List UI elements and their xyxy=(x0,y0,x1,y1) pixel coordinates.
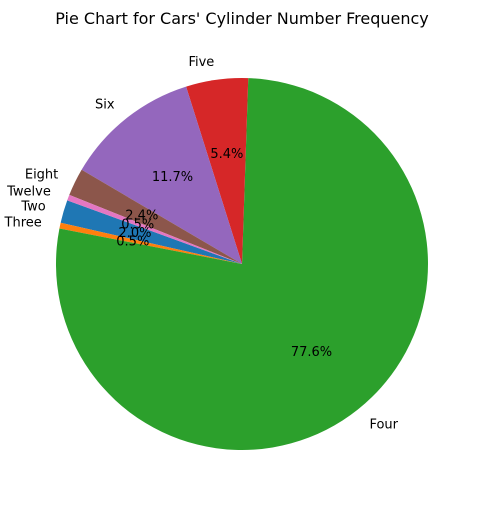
pie-slice-five xyxy=(186,78,249,264)
pie-slice-four xyxy=(55,78,428,451)
slice-label-five: Five xyxy=(188,55,214,70)
pie-slice-two xyxy=(60,200,242,264)
slice-pct-two: 2.0% xyxy=(118,226,151,241)
slice-label-two: Two xyxy=(20,200,45,215)
slice-label-three: Three xyxy=(4,215,42,230)
chart-title: Pie Chart for Cars' Cylinder Number Freq… xyxy=(55,9,429,28)
slice-pct-twelve: 0.5% xyxy=(121,218,154,233)
pie-slice-eight xyxy=(69,169,242,264)
slice-pct-five: 5.4% xyxy=(210,147,243,162)
pie-slice-twelve xyxy=(67,194,242,264)
slice-label-six: Six xyxy=(95,97,115,112)
slice-label-twelve: Twelve xyxy=(6,185,51,200)
slice-label-four: Four xyxy=(369,418,398,433)
slice-pct-four: 77.6% xyxy=(291,345,332,360)
pie-slices xyxy=(55,78,428,451)
slice-label-eight: Eight xyxy=(25,167,58,182)
slice-pct-six: 11.7% xyxy=(152,170,193,185)
pie-slice-six xyxy=(81,86,243,264)
pie-slice-three xyxy=(59,222,242,264)
slice-pct-three: 0.5% xyxy=(116,234,149,249)
pie-labels: Two 2.0% Three 0.5% Four 77.6% Five 5.4% Six 11.7… xyxy=(4,55,399,433)
slice-pct-eight: 2.4% xyxy=(125,208,158,223)
